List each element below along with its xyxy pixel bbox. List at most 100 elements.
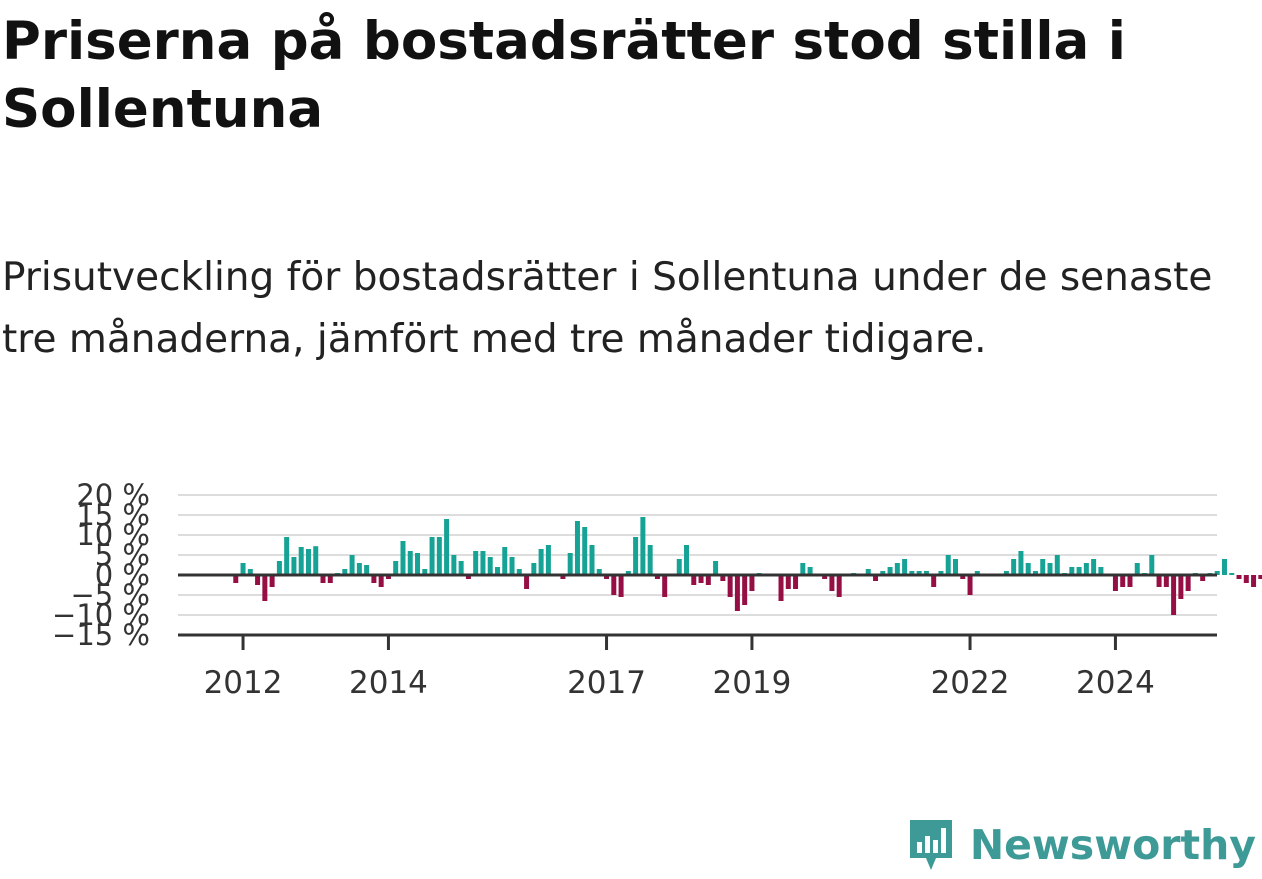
bar (465, 575, 471, 579)
bar (524, 575, 530, 589)
bar (945, 555, 951, 575)
bar (567, 553, 573, 575)
bar (371, 575, 377, 583)
bar (749, 575, 755, 591)
bar (742, 575, 748, 605)
bar (284, 537, 290, 575)
bar (1134, 563, 1140, 575)
bar (836, 575, 842, 597)
bar (938, 571, 944, 575)
bar (1156, 575, 1162, 587)
bar (596, 569, 602, 575)
bar (589, 545, 595, 575)
bar (640, 517, 646, 575)
bar (327, 575, 333, 583)
bar (974, 571, 980, 575)
bar (909, 571, 915, 575)
bar (364, 565, 370, 575)
bar (960, 575, 966, 579)
bar (1120, 575, 1126, 587)
bar (487, 557, 493, 575)
bar (298, 547, 304, 575)
bar (727, 575, 733, 597)
bar (829, 575, 835, 591)
bar (291, 557, 297, 575)
tick-labels: 20 %15 %10 %5 %0 %−5 %−10 %−15 % 2012 2014… (52, 478, 1155, 701)
bar (654, 575, 660, 579)
bar (625, 571, 631, 575)
bar (698, 575, 704, 583)
bar (923, 571, 929, 575)
bar (436, 537, 442, 575)
newsworthy-logo-text: Newsworthy (969, 821, 1256, 869)
bar (422, 569, 428, 575)
y-tick-label: 0 % (95, 558, 150, 592)
bar (458, 561, 464, 575)
bar (705, 575, 711, 585)
gridlines (178, 494, 1217, 616)
bar (1127, 575, 1133, 587)
bar (1025, 563, 1031, 575)
bar (1098, 567, 1104, 575)
bar (1185, 575, 1191, 591)
bars (233, 517, 1262, 615)
y-tick-label: −15 % (52, 618, 150, 652)
bar (531, 563, 537, 575)
bar (415, 553, 421, 575)
bar (429, 537, 435, 575)
newsworthy-logo: Newsworthy (906, 815, 1256, 875)
bar (444, 519, 450, 575)
bar (545, 545, 551, 575)
bar (538, 549, 544, 575)
bar (233, 575, 239, 583)
bar (1069, 567, 1075, 575)
bar (1112, 575, 1118, 591)
bar (407, 551, 413, 575)
bar (953, 559, 958, 575)
bar (1229, 573, 1235, 575)
bar (1251, 575, 1257, 587)
y-tick-label: 5 % (95, 538, 150, 572)
bar (1258, 575, 1262, 579)
bar (611, 575, 617, 595)
y-tick-label: −5 % (70, 578, 150, 612)
bar (931, 575, 937, 587)
bar (349, 555, 355, 575)
bar (713, 561, 719, 575)
bar (684, 545, 690, 575)
bar (255, 575, 261, 585)
bar (582, 527, 588, 575)
bar (262, 575, 268, 601)
bar (342, 569, 348, 575)
bar (1032, 571, 1038, 575)
bar (902, 559, 908, 575)
chart-title: Priserna på bostadsrätter stod stilla i … (2, 11, 1126, 140)
x-tick-label: 2012 (204, 665, 283, 701)
bar (967, 575, 973, 595)
bar (662, 575, 668, 597)
bar (807, 567, 813, 575)
bar (618, 575, 624, 597)
bar (1149, 555, 1155, 575)
bar (502, 547, 508, 575)
x-tick-label: 2014 (349, 665, 428, 701)
bar (720, 575, 726, 581)
bar (734, 575, 740, 611)
bar (1047, 563, 1053, 575)
price-change-bar-chart: 20 %15 %10 %5 %0 %−5 %−10 %−15 % 2012 2014… (52, 478, 1262, 701)
bar (480, 551, 486, 575)
y-tick-label: 15 % (76, 498, 150, 532)
bar (1091, 559, 1097, 575)
bar (320, 575, 326, 583)
y-tick-label: 20 % (76, 478, 150, 512)
axes (178, 573, 1217, 650)
bar (356, 563, 362, 575)
bar (269, 575, 275, 587)
bar (393, 561, 399, 575)
bar (1178, 575, 1184, 599)
bar (378, 575, 384, 587)
bar (604, 575, 610, 579)
bar (1200, 575, 1206, 581)
bar (1171, 575, 1177, 615)
bar (887, 567, 893, 575)
